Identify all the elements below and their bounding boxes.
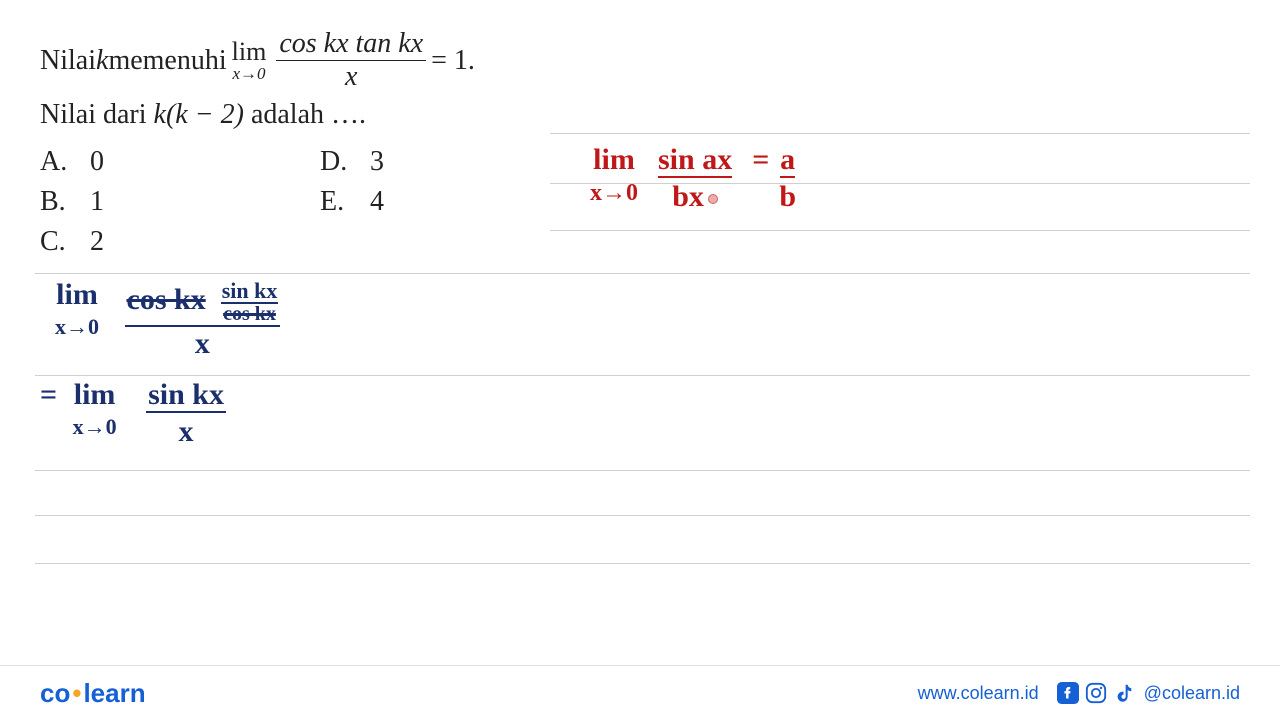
option-b: B.1 [40, 186, 320, 218]
w1-sinkx: sin kx [221, 280, 279, 304]
footer: co•learn www.colearn.id @colearn.id [0, 665, 1280, 720]
text-middle: memenuhi [108, 45, 226, 77]
option-c: C.2 [40, 226, 320, 258]
line2-suffix: adalah …. [244, 99, 366, 130]
option-a: A.0 [40, 146, 320, 178]
w2-eq: = [40, 378, 57, 411]
w1-sub: x→0 [55, 316, 99, 338]
ruled-line [550, 133, 1250, 134]
w2-sub: x→0 [73, 416, 117, 438]
note-eq: = [752, 145, 769, 175]
fraction: cos kx tan kx x [276, 30, 426, 91]
logo-co: co [40, 678, 70, 708]
footer-handle: @colearn.id [1144, 683, 1240, 704]
cursor-dot-icon [708, 194, 718, 204]
work-step-1: lim x→0 cos kx sin kx cos kx x [55, 280, 280, 359]
text-suffix: = 1. [431, 45, 475, 77]
ruled-line [35, 470, 1250, 471]
option-d: D.3 [320, 146, 384, 178]
lim-sub: x→0 [232, 65, 265, 82]
w1-lim: lim [56, 280, 98, 310]
line2-prefix: Nilai dari [40, 99, 154, 130]
note-den: bx [672, 182, 718, 212]
ruled-line [550, 230, 1250, 231]
facebook-icon [1057, 682, 1079, 704]
tiktok-icon [1113, 682, 1135, 704]
ruled-line [35, 375, 1250, 376]
option-e: E.4 [320, 186, 384, 218]
formula-note: lim x→0 sin ax bx = a b [590, 145, 806, 212]
denominator: x [345, 61, 357, 91]
text-prefix: Nilai [40, 45, 96, 77]
w1-den: x [195, 329, 210, 359]
lim-label: lim [232, 39, 267, 65]
limit-notation: lim x→0 [232, 39, 267, 82]
w2-num: sin kx [146, 380, 226, 413]
ruled-line [35, 273, 1250, 274]
problem-line-2: Nilai dari k(k − 2) adalah …. [40, 99, 1240, 131]
ruled-line [35, 563, 1250, 564]
w1-numerator: cos kx sin kx cos kx [125, 280, 281, 327]
w1-coskx: cos kx [127, 283, 206, 316]
logo-learn: learn [83, 678, 145, 708]
w2-lim: lim [74, 380, 116, 410]
note-num: sin ax [658, 145, 732, 178]
note-sub: x→0 [590, 181, 638, 205]
footer-url: www.colearn.id [918, 683, 1039, 704]
w1-coskx2: cos kx [223, 304, 276, 324]
numerator: cos kx tan kx [276, 30, 426, 61]
ruled-line [35, 515, 1250, 516]
instagram-icon [1085, 682, 1107, 704]
social-icons [1054, 682, 1138, 704]
note-rnum: a [780, 145, 795, 178]
w2-den: x [179, 417, 194, 447]
var-k: k [96, 45, 108, 77]
problem-line-1: Nilai k memenuhi lim x→0 cos kx tan kx x… [40, 30, 1240, 91]
note-rden: b [779, 182, 796, 212]
line2-expr: k(k − 2) [154, 99, 244, 130]
logo: co•learn [40, 678, 146, 709]
note-lim: lim [593, 145, 635, 175]
work-step-2: = lim x→0 sin kx x [40, 380, 226, 447]
logo-dot: • [72, 678, 81, 708]
